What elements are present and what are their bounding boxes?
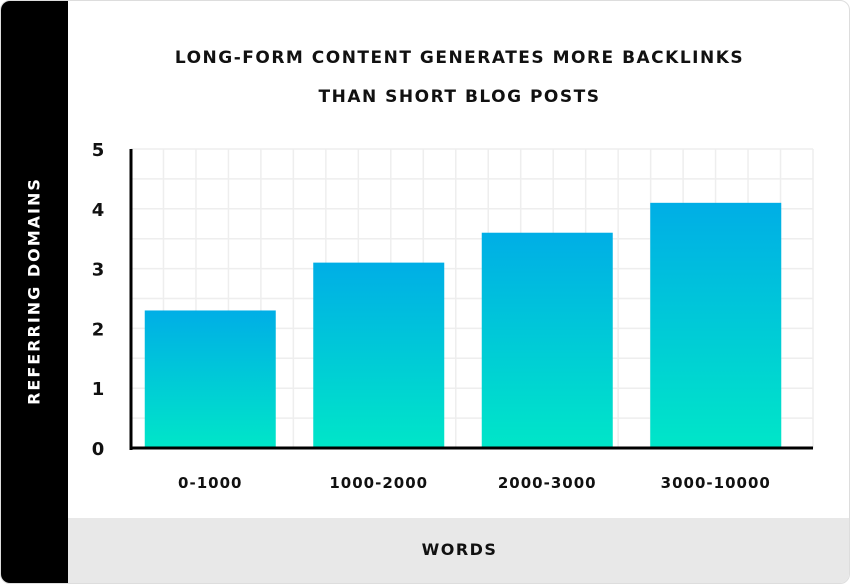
chart-title-line-2: THAN SHORT BLOG POSTS xyxy=(318,87,601,107)
y-tick-label: 1 xyxy=(92,379,105,400)
bar-1000-2000 xyxy=(313,262,445,448)
y-tick-label: 0 xyxy=(92,439,105,460)
bar-0-1000 xyxy=(144,310,276,448)
x-tick-label: 2000-3000 xyxy=(498,474,597,492)
y-tick-label: 5 xyxy=(92,140,105,161)
x-tick-label: 0-1000 xyxy=(178,474,242,492)
chart-title-line-1: LONG-FORM CONTENT GENERATES MORE BACKLIN… xyxy=(174,48,745,68)
x-tick-label: 3000-10000 xyxy=(661,474,771,492)
y-tick-label: 2 xyxy=(92,319,105,340)
bar-2000-3000 xyxy=(481,232,613,448)
bar-3000-10000 xyxy=(650,202,782,448)
y-tick-label: 4 xyxy=(92,200,105,221)
y-axis-band: REFERRING DOMAINS xyxy=(1,1,68,583)
x-axis-label: WORDS xyxy=(421,540,498,559)
x-tick-label: 1000-2000 xyxy=(329,474,428,492)
x-axis-band: WORDS xyxy=(68,518,849,583)
y-tick-label: 3 xyxy=(92,260,105,281)
